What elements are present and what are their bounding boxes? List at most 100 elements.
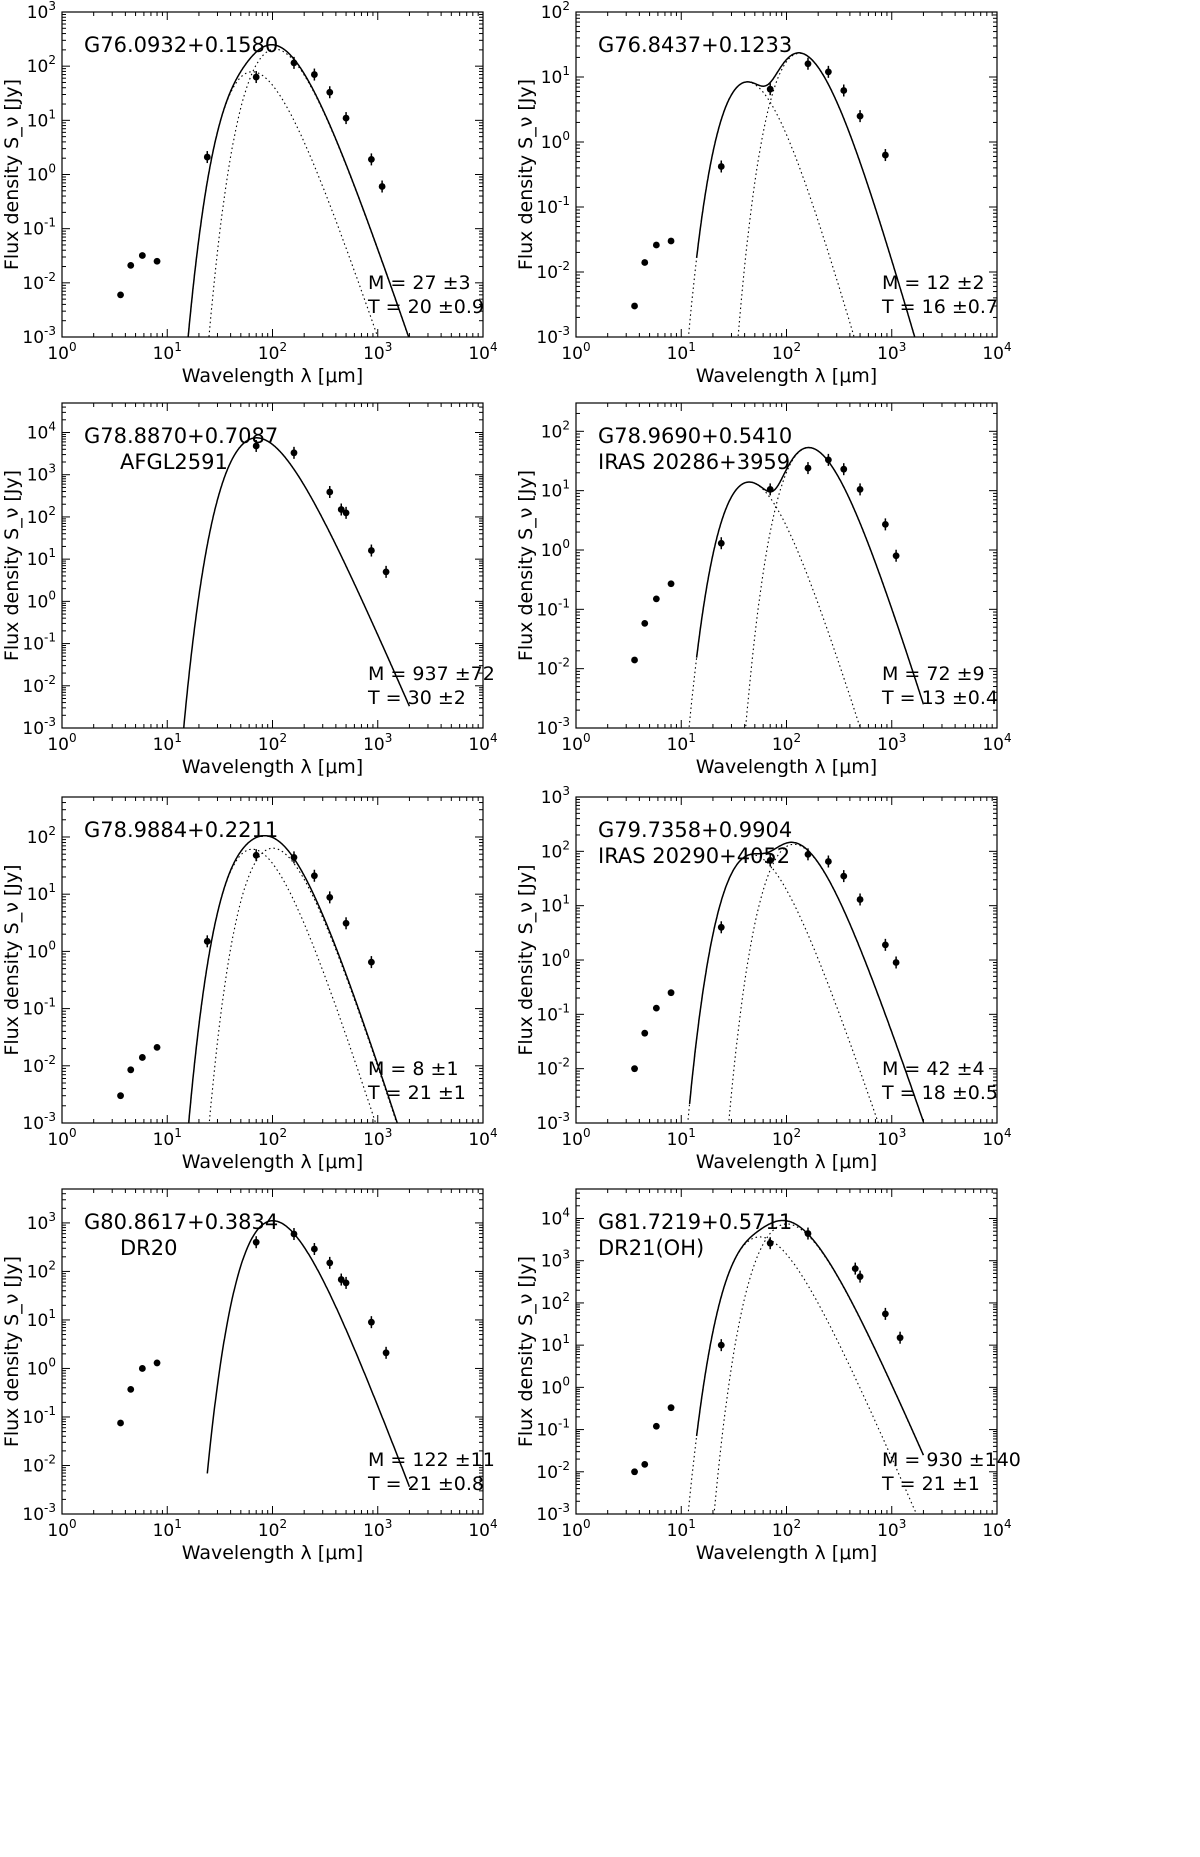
x-tick-label: 102 [258, 1126, 287, 1150]
data-point [667, 237, 675, 245]
data-point [856, 1273, 864, 1281]
x-tick-label: 102 [258, 731, 287, 755]
sed-panel-1: 100 101 102 103 10410-310-210-1100101102103W… [1, 0, 498, 387]
y-tick-label: 101 [541, 1332, 570, 1356]
source-name: G78.9884+0.2211 [84, 818, 278, 842]
x-tick-label: 103 [363, 340, 392, 364]
data-point [641, 1460, 649, 1468]
y-tick-label: 102 [27, 53, 56, 77]
data-point [652, 1004, 660, 1012]
x-tick-label: 104 [982, 731, 1011, 755]
y-tick-label: 100 [27, 588, 56, 612]
data-point [382, 568, 390, 576]
total-fit-curve [182, 437, 411, 728]
data-point [824, 68, 832, 76]
data-point [138, 252, 146, 259]
data-point [153, 257, 161, 265]
x-tick-label: 100 [561, 340, 590, 364]
y-tick-label: 103 [27, 462, 56, 486]
x-tick-label: 101 [153, 1126, 182, 1150]
component-curve-2 [208, 48, 410, 337]
y-tick-label: 10-1 [536, 1417, 570, 1441]
x-tick-label: 104 [468, 340, 497, 364]
total-fit-curve [187, 44, 410, 337]
mass-label: M = 72 ±9 [882, 663, 985, 685]
source-name: G80.8617+0.3834 [84, 1210, 278, 1234]
y-tick-label: 10-1 [22, 631, 56, 655]
data-point [717, 923, 725, 931]
y-tick-label: 10-2 [22, 1452, 56, 1476]
data-point [326, 1259, 334, 1267]
y-axis-label: Flux density S_ν [Jy] [1, 79, 23, 270]
data-point [766, 485, 774, 493]
data-point [631, 302, 638, 310]
data-point [290, 449, 298, 457]
curve-group [187, 834, 399, 1123]
x-tick-label: 102 [258, 340, 287, 364]
x-tick-label: 101 [667, 340, 696, 364]
x-axis-label: Wavelength λ [μm] [696, 1542, 877, 1564]
source-alias: IRAS 20290+4052 [598, 844, 790, 868]
x-tick-label: 104 [468, 1517, 497, 1541]
data-point [631, 1065, 638, 1073]
total-fit-curve [187, 834, 399, 1123]
sed-panel-7: 100 101 102 103 10410-310-210-1100101102103W… [1, 1188, 498, 1564]
curve-group [687, 52, 916, 337]
x-tick-label: 103 [877, 731, 906, 755]
component-curve-2 [728, 843, 924, 1123]
source-alias: DR21(OH) [598, 1236, 704, 1260]
source-alias: AFGL2591 [120, 450, 228, 474]
data-point [326, 488, 334, 496]
source-name: G76.8437+0.1233 [598, 33, 792, 57]
y-tick-label: 10-1 [22, 1404, 56, 1428]
curve-group [182, 437, 411, 728]
data-point [766, 857, 774, 864]
data-point [766, 1239, 774, 1247]
y-tick-label: 101 [27, 881, 56, 905]
data-point [840, 872, 848, 880]
component-curve-1 [187, 71, 379, 337]
temperature-label: T = 16 ±0.7 [881, 296, 998, 318]
x-tick-label: 102 [772, 731, 801, 755]
data-point [252, 851, 260, 859]
temperature-label: T = 18 ±0.5 [881, 1082, 998, 1104]
y-tick-label: 100 [541, 129, 570, 153]
y-tick-label: 10-3 [22, 324, 56, 348]
y-tick-label: 10-2 [536, 259, 570, 283]
y-tick-label: 10-1 [536, 1001, 570, 1025]
data-point [342, 114, 350, 122]
y-tick-label: 103 [27, 1210, 56, 1234]
data-point [367, 156, 375, 163]
mass-label: M = 27 ±3 [368, 272, 471, 294]
curve-group [687, 841, 925, 1123]
total-fit-curve [206, 1219, 411, 1488]
data-point [824, 456, 832, 464]
y-tick-label: 10-2 [22, 1053, 56, 1077]
data-point [717, 163, 725, 170]
mass-label: M = 42 ±4 [882, 1058, 985, 1080]
y-tick-label: 10-3 [536, 324, 570, 348]
y-tick-label: 103 [541, 784, 570, 808]
data-point [252, 442, 260, 450]
y-tick-label: 102 [541, 0, 570, 23]
data-point [138, 1365, 146, 1372]
y-tick-label: 104 [27, 420, 56, 444]
data-point [290, 1230, 298, 1238]
y-tick-label: 10-3 [536, 715, 570, 739]
source-name: G79.7358+0.9904 [598, 818, 792, 842]
x-axis-label: Wavelength λ [μm] [182, 1542, 363, 1564]
y-tick-label: 104 [541, 1206, 570, 1230]
data-point [804, 1230, 812, 1237]
data-point [652, 241, 660, 249]
y-tick-label: 102 [541, 418, 570, 442]
temperature-label: T = 21 ±1 [367, 1082, 466, 1104]
x-tick-label: 103 [363, 1517, 392, 1541]
data-point [290, 59, 298, 67]
y-axis-label: Flux density S_ν [Jy] [1, 470, 23, 661]
data-point [631, 1468, 638, 1476]
total-fit-curve [695, 1219, 925, 1456]
data-point [840, 87, 848, 94]
y-tick-label: 102 [27, 1258, 56, 1282]
data-point [804, 464, 812, 472]
